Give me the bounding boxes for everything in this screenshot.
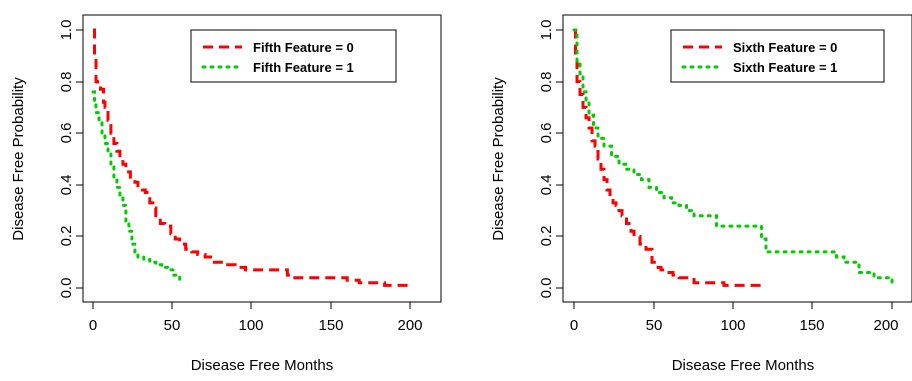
legend-box	[670, 29, 885, 83]
x-tick-label: 150	[799, 317, 824, 334]
x-tick-label: 50	[164, 317, 181, 334]
y-axis: 0.0 0.2 0.4 0.6 0.8 1.0 Disease Free Pro…	[490, 20, 564, 299]
legend-label: Fifth Feature = 1	[253, 60, 354, 75]
x-tick-label: 100	[720, 317, 745, 334]
legend-label: Sixth Feature = 0	[733, 40, 837, 55]
y-tick-label: 0.0	[538, 278, 555, 299]
legend-label: Sixth Feature = 1	[733, 60, 837, 75]
series-line-sixth-feature-0	[574, 28, 766, 287]
legend-box	[190, 29, 397, 83]
y-tick-label: 0.8	[58, 72, 75, 93]
legend: Sixth Feature = 0 Sixth Feature = 1	[670, 29, 885, 83]
series-line-fifth-feature-0	[93, 28, 410, 287]
series-line-fifth-feature-1	[91, 90, 185, 282]
legend: Fifth Feature = 0 Fifth Feature = 1	[190, 29, 397, 83]
chart-panel-left: 0 50 100 150 200 Disease Free Months 0.0…	[10, 14, 442, 374]
x-axis: 0 50 100 150 200 Disease Free Months	[570, 301, 899, 374]
y-tick-label: 0.6	[538, 123, 555, 144]
series-group	[91, 28, 410, 287]
x-axis-title: Disease Free Months	[191, 357, 334, 374]
y-tick-label: 1.0	[58, 20, 75, 41]
x-tick-label: 150	[318, 317, 343, 334]
legend-label: Fifth Feature = 0	[253, 40, 354, 55]
x-tick-label: 0	[570, 317, 578, 334]
y-tick-label: 0.4	[58, 175, 75, 196]
x-tick-label: 0	[89, 317, 97, 334]
y-tick-label: 0.2	[58, 226, 75, 247]
x-tick-label: 100	[238, 317, 263, 334]
x-axis: 0 50 100 150 200 Disease Free Months	[89, 301, 423, 374]
y-tick-label: 0.2	[538, 226, 555, 247]
x-tick-label: 50	[646, 317, 663, 334]
series-group	[572, 28, 894, 287]
y-tick-label: 0.8	[538, 72, 555, 93]
x-tick-label: 200	[873, 317, 898, 334]
y-tick-label: 0.4	[538, 175, 555, 196]
y-tick-label: 0.0	[58, 278, 75, 299]
y-axis-title: Disease Free Probability	[10, 77, 27, 241]
y-tick-label: 1.0	[538, 20, 555, 41]
x-axis-title: Disease Free Months	[672, 357, 815, 374]
series-line-sixth-feature-1	[572, 28, 894, 287]
y-axis: 0.0 0.2 0.4 0.6 0.8 1.0 Disease Free Pro…	[10, 20, 84, 299]
y-tick-label: 0.6	[58, 123, 75, 144]
y-axis-title: Disease Free Probability	[490, 77, 507, 241]
x-tick-label: 200	[397, 317, 422, 334]
chart-panel-right: 0 50 100 150 200 Disease Free Months 0.0…	[490, 14, 912, 374]
